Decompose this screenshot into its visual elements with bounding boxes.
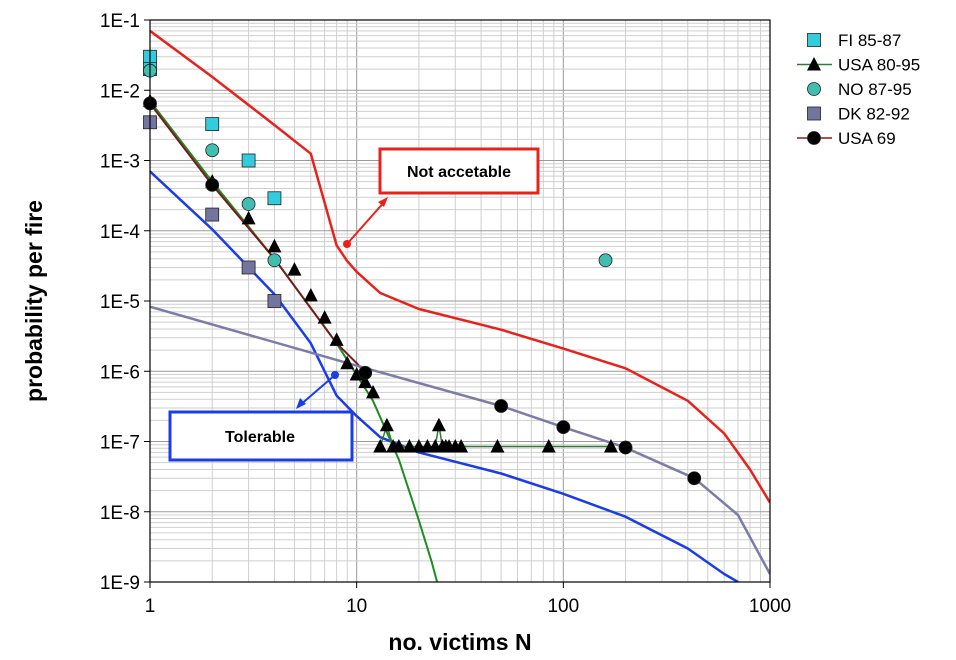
not-acceptable-curve	[150, 29, 770, 504]
usa-80-95-point	[287, 262, 302, 276]
usa-69-point	[687, 471, 702, 486]
dk-82-92-point	[205, 207, 220, 222]
fi-85-87-legend-marker	[807, 33, 821, 47]
usa-80-95-point	[391, 438, 406, 453]
fi-85-87-point	[205, 117, 220, 131]
usa-80-95-point	[340, 355, 355, 370]
usa-80-95-legend-marker	[807, 57, 821, 71]
usa-80-95-point	[317, 310, 332, 324]
no-87-95-point	[267, 253, 282, 268]
data-markers	[143, 49, 702, 486]
fi-85-87-legend-label: FI 85-87	[838, 31, 901, 50]
not-acceptable-label: Not accetable	[407, 164, 511, 181]
grid	[150, 20, 770, 582]
usa-80-95-point	[603, 438, 618, 453]
no-87-95-point	[241, 197, 256, 211]
usa80-fit-curve	[150, 100, 439, 582]
usa-80-95-point	[366, 384, 381, 399]
y-tick-label: 1E-5	[100, 292, 140, 313]
y-tick-label: 1E-2	[100, 81, 140, 102]
fi-85-87-point	[241, 153, 256, 168]
usa-69-legend-marker	[807, 131, 821, 145]
usa-69-point	[556, 420, 571, 435]
usa-80-95-point	[267, 238, 282, 253]
dk-82-92-point	[241, 260, 256, 275]
usa-69-legend-label: USA 69	[838, 129, 896, 148]
usa-69-point	[618, 440, 633, 455]
y-tick-label: 1E-1	[100, 11, 140, 32]
fi-85-87-point	[267, 191, 282, 206]
usa-80-95-point	[402, 438, 417, 453]
usa69-tail-curve	[150, 305, 770, 575]
y-tick-label: 1E-3	[100, 152, 140, 173]
usa-69-point	[358, 365, 373, 380]
tolerable-arrow	[298, 374, 336, 407]
tolerable-label: Tolerable	[225, 429, 295, 446]
dk-82-92-legend-label: DK 82-92	[838, 105, 910, 124]
no-87-95-point	[598, 253, 613, 268]
usa-80-95-point	[454, 438, 469, 453]
y-axis-title: probability per fire	[21, 200, 47, 402]
no-87-95-legend-label: NO 87-95	[838, 80, 912, 99]
y-tick-label: 1E-8	[100, 503, 140, 524]
usa-80-95-point	[541, 438, 556, 453]
tolerable-anchor	[331, 371, 339, 379]
y-tick-label: 1E-9	[100, 573, 140, 594]
x-tick-label: 100	[547, 596, 579, 617]
usa-80-95-point	[358, 374, 373, 389]
x-axis-title: no. victims N	[388, 629, 531, 655]
tolerable-box	[168, 410, 354, 462]
axis-ticks: 1 10 100 1000 1E-9 1E-8 1E-7 1E-6 1E-5 1E-4 1E-3 1E…	[100, 11, 791, 617]
dk-82-92-point	[267, 294, 282, 308]
not-acceptable-arrow	[346, 199, 387, 245]
not-acceptable-box	[378, 147, 540, 195]
annotations: Not accetable Tolerable	[168, 147, 540, 462]
usa-80-95-point	[379, 417, 394, 432]
legend: FI 85-87 USA 80-95 NO 87-95 DK 82-92 USA 69	[797, 31, 920, 148]
no-87-95-point	[205, 143, 220, 158]
usa-80-95-point	[373, 438, 388, 453]
x-tick-label: 1000	[749, 596, 791, 617]
x-tick-label: 1	[145, 596, 156, 617]
y-tick-label: 1E-4	[100, 222, 141, 243]
usa-80-95-point	[303, 287, 318, 302]
y-tick-label: 1E-7	[100, 433, 140, 454]
no-87-95-legend-marker	[807, 82, 821, 96]
usa-69-point	[205, 177, 220, 192]
not-acceptable-arrowhead	[378, 197, 388, 207]
usa-80-95-point	[329, 332, 344, 346]
y-tick-label: 1E-6	[100, 362, 140, 383]
usa-69-point	[494, 399, 509, 413]
usa-80-95-point	[241, 210, 256, 225]
x-tick-label: 10	[346, 596, 367, 617]
usa-80-95-point	[431, 417, 446, 432]
usa-80-95-point	[490, 438, 505, 453]
tolerable-arrowhead	[296, 398, 306, 409]
not-acceptable-anchor	[343, 240, 351, 248]
usa-80-95-legend-label: USA 80-95	[838, 56, 920, 75]
dk-82-92-legend-marker	[807, 106, 821, 121]
